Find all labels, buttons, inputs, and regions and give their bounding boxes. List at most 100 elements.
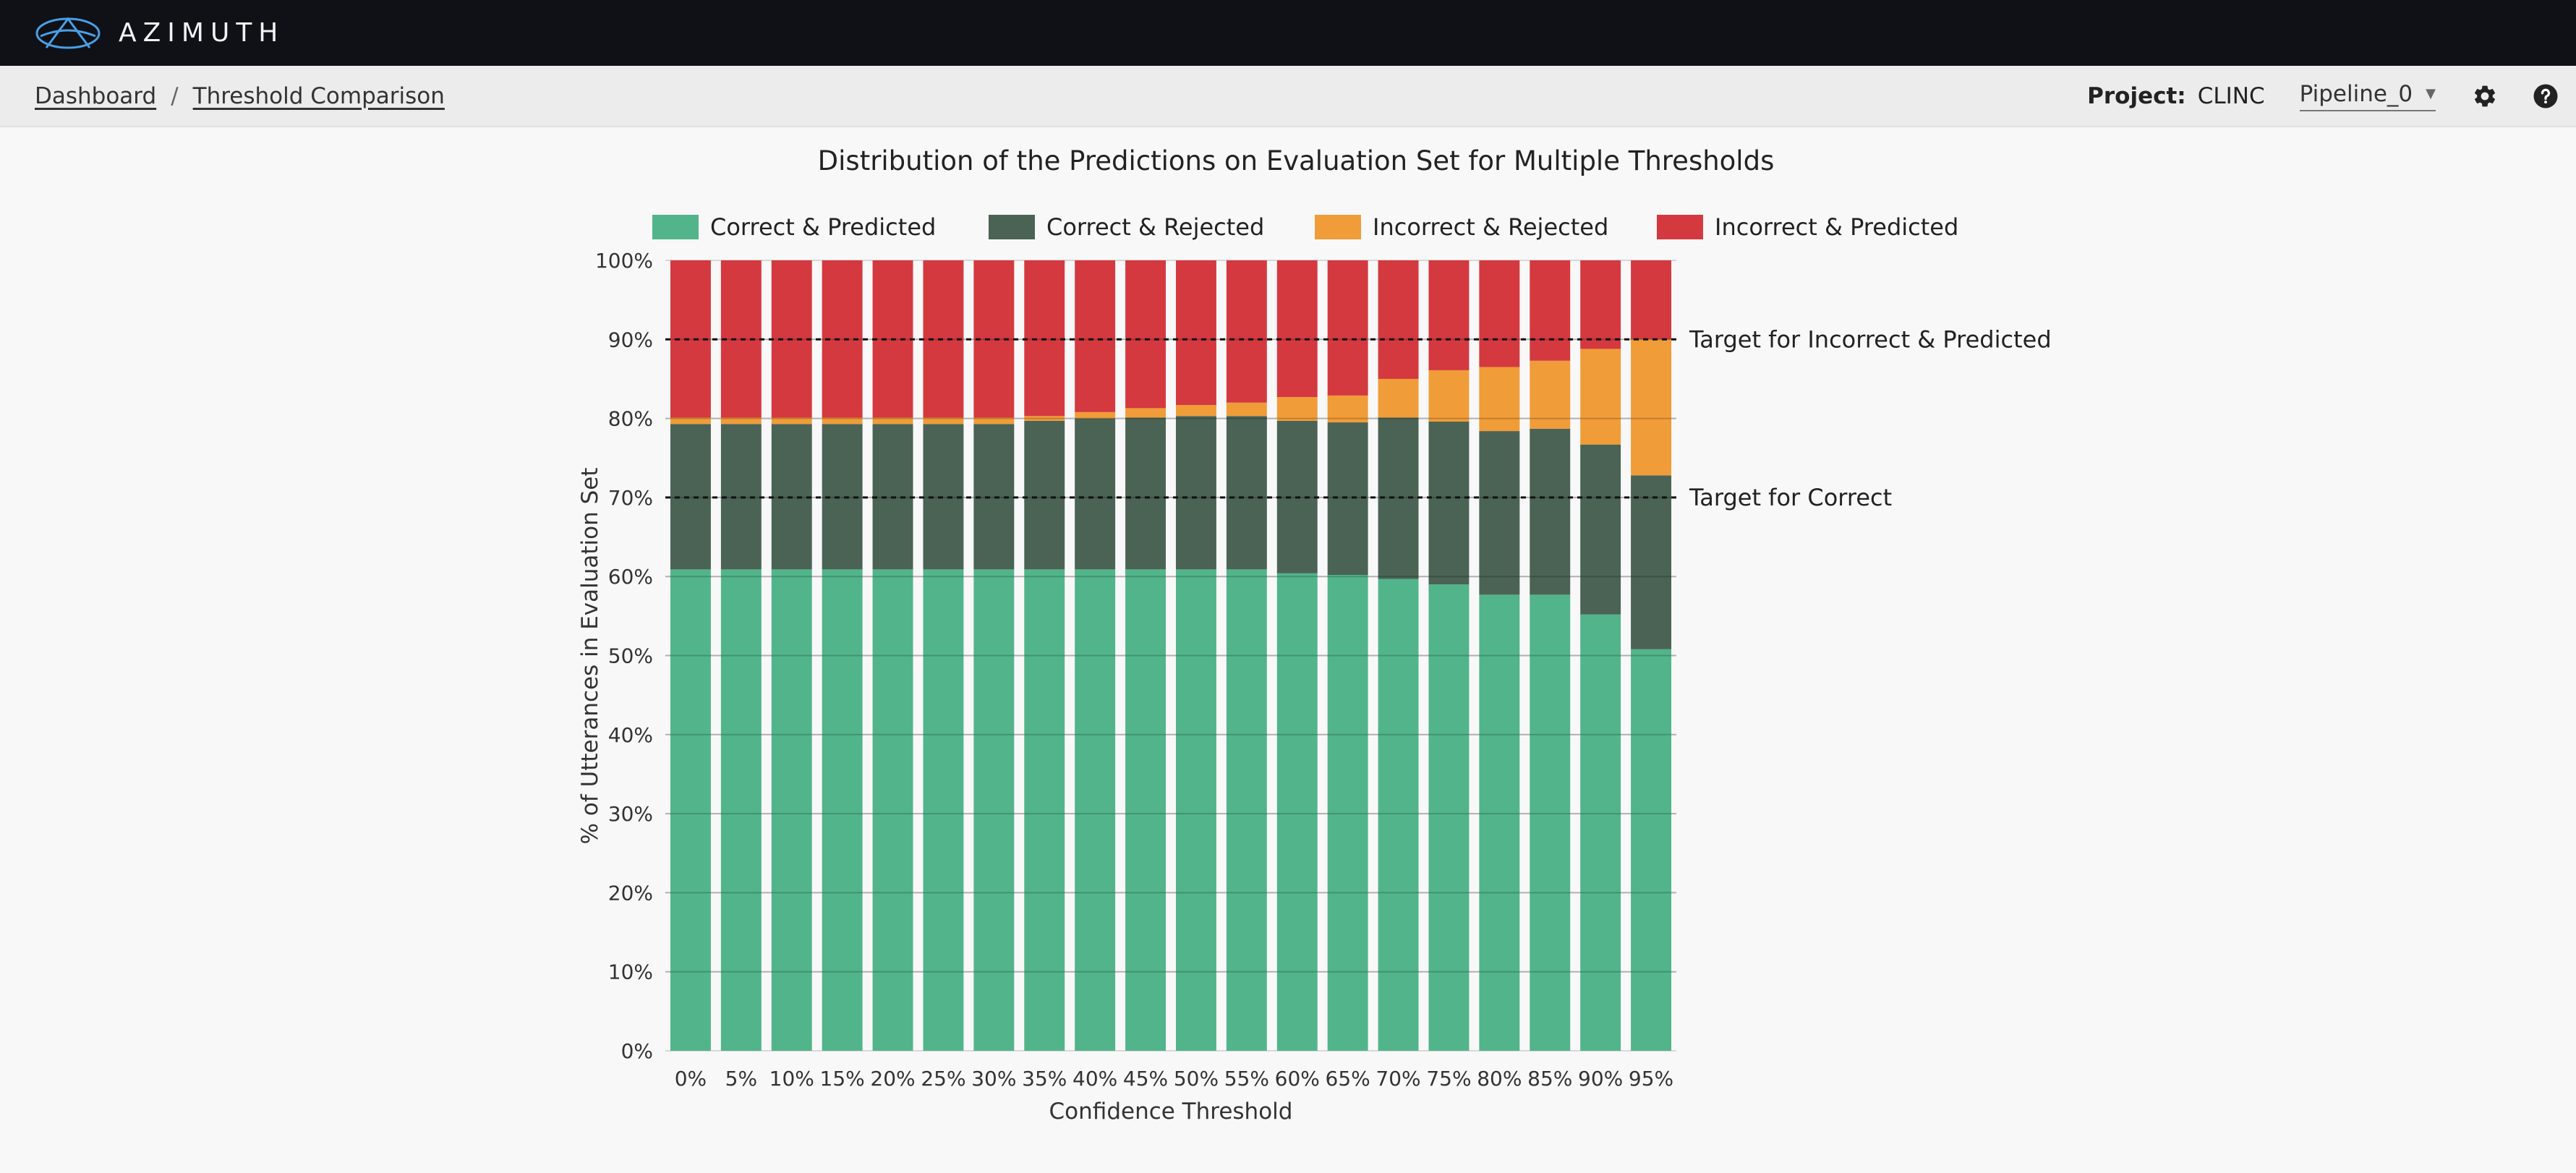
x-axis-ticks: 0% 5% 10% 15% 20% 25% 30% 35% 40% 45% 50% 55% 60% 65%…	[675, 1067, 1673, 1091]
help-button[interactable]	[2533, 83, 2559, 109]
x-tick-label: 80%	[1477, 1067, 1522, 1091]
chart-grid-overlay	[665, 338, 1676, 973]
bar-segment-3-85pct	[1530, 360, 1571, 429]
breadcrumb-dashboard-link[interactable]: Dashboard	[35, 82, 157, 109]
bar-segment-3-50pct	[1175, 405, 1216, 417]
bar-segment-2-90pct	[1580, 444, 1621, 615]
legend-swatch-4	[1657, 215, 1703, 239]
x-tick-label: 65%	[1326, 1067, 1370, 1091]
x-tick-label: 15%	[820, 1067, 865, 1091]
bar-segment-3-90pct	[1580, 349, 1621, 445]
y-tick-label: 100%	[595, 249, 653, 273]
y-axis-label: % of Utterances in Evaluation Set	[577, 467, 603, 844]
x-tick-label: 20%	[870, 1067, 915, 1091]
y-tick-label: 60%	[608, 565, 653, 589]
reference-line-label-2: Target for Correct	[1689, 484, 1892, 511]
pipeline-selected-value: Pipeline_0	[2299, 80, 2413, 107]
help-icon	[2533, 84, 2558, 108]
bar-segment-2-45pct	[1125, 417, 1167, 570]
x-tick-label: 5%	[725, 1067, 757, 1091]
bar-segment-4-50pct	[1175, 260, 1216, 406]
x-tick-label: 45%	[1123, 1067, 1168, 1091]
legend-label-3: Incorrect & Rejected	[1373, 213, 1608, 241]
bar-segment-1-35pct	[1024, 569, 1065, 1051]
project-label: Project:	[2087, 82, 2186, 109]
y-tick-label: 50%	[608, 644, 653, 668]
bar-segment-4-75pct	[1428, 260, 1470, 370]
breadcrumb-separator: /	[171, 82, 179, 109]
project-controls: Project: CLINC Pipeline_0 ▼	[2087, 66, 2576, 126]
legend-swatch-1	[652, 215, 699, 239]
bar-segment-3-70pct	[1378, 378, 1419, 418]
sub-header: Dashboard / Threshold Comparison Project…	[0, 66, 2576, 127]
bar-segment-2-50pct	[1175, 416, 1216, 570]
x-tick-label: 70%	[1376, 1067, 1420, 1091]
x-tick-label: 95%	[1629, 1067, 1673, 1091]
bar-segment-1-65pct	[1327, 575, 1368, 1051]
legend-label-1: Correct & Predicted	[710, 213, 936, 241]
bar-segment-1-95pct	[1631, 649, 1672, 1051]
bar-segment-2-55pct	[1226, 416, 1267, 570]
legend-label-4: Incorrect & Predicted	[1715, 213, 1958, 241]
bar-segment-3-15pct	[822, 417, 863, 425]
bar-segment-3-55pct	[1226, 402, 1267, 417]
x-tick-label: 35%	[1022, 1067, 1067, 1091]
bar-segment-3-10pct	[771, 417, 812, 425]
settings-button[interactable]	[2472, 83, 2498, 109]
breadcrumb-threshold-comparison-link[interactable]: Threshold Comparison	[192, 82, 445, 109]
bar-segment-1-30pct	[973, 569, 1015, 1051]
bar-segment-1-80pct	[1479, 594, 1520, 1051]
legend-swatch-2	[989, 215, 1035, 239]
bar-segment-1-40pct	[1075, 569, 1116, 1051]
bar-segment-4-70pct	[1378, 260, 1419, 379]
gear-icon	[2474, 85, 2496, 106]
x-tick-label: 90%	[1578, 1067, 1623, 1091]
y-tick-label: 90%	[608, 328, 653, 351]
pipeline-select[interactable]: Pipeline_0 ▼	[2299, 80, 2436, 111]
bar-segment-2-80pct	[1479, 431, 1520, 595]
chart-legend: Correct & Predicted Correct & Rejected Inc…	[652, 213, 1958, 241]
app-logo[interactable]: AZIMUTH	[35, 16, 284, 51]
y-tick-label: 70%	[608, 486, 653, 510]
bar-segment-3-25pct	[923, 417, 964, 425]
bar-segment-3-95pct	[1631, 339, 1672, 476]
project-name: CLINC	[2197, 82, 2265, 109]
bar-segment-1-55pct	[1226, 569, 1267, 1051]
bar-segment-1-60pct	[1276, 573, 1318, 1051]
bar-segment-1-85pct	[1530, 594, 1571, 1051]
legend-label-2: Correct & Rejected	[1046, 213, 1264, 241]
bar-segment-1-0pct	[670, 569, 711, 1051]
bar-segment-1-45pct	[1125, 569, 1167, 1051]
reference-line-label-1: Target for Incorrect & Predicted	[1689, 325, 2052, 353]
bar-segment-1-20pct	[872, 569, 913, 1051]
chart-reference-lines: Target for Incorrect & Predicted Target f…	[665, 325, 2052, 511]
bar-segment-3-30pct	[973, 417, 1015, 425]
bar-segment-2-35pct	[1024, 420, 1065, 570]
bar-segment-1-25pct	[923, 569, 964, 1051]
bar-segment-3-35pct	[1024, 416, 1065, 421]
x-tick-label: 30%	[971, 1067, 1016, 1091]
bar-segment-2-95pct	[1631, 475, 1672, 649]
bar-segment-2-65pct	[1327, 422, 1368, 576]
x-tick-label: 25%	[921, 1067, 965, 1091]
y-tick-label: 20%	[608, 881, 653, 905]
bar-segment-1-50pct	[1175, 569, 1216, 1051]
y-tick-label: 10%	[608, 960, 653, 984]
threshold-comparison-chart: Distribution of the Predictions on Evalu…	[577, 145, 2052, 1125]
bar-segment-3-20pct	[872, 417, 913, 425]
legend-swatch-3	[1315, 215, 1361, 239]
x-tick-label: 75%	[1426, 1067, 1471, 1091]
bar-segment-4-55pct	[1226, 260, 1267, 403]
bar-segment-2-85pct	[1530, 428, 1571, 595]
bar-segment-1-75pct	[1428, 584, 1470, 1051]
breadcrumb: Dashboard / Threshold Comparison	[35, 66, 445, 126]
bar-segment-2-40pct	[1075, 418, 1116, 570]
bar-segment-4-45pct	[1125, 260, 1167, 409]
bar-segment-3-80pct	[1479, 367, 1520, 432]
x-tick-label: 10%	[769, 1067, 814, 1091]
bar-segment-3-65pct	[1327, 395, 1368, 423]
bar-segment-3-75pct	[1428, 370, 1470, 422]
bar-segment-1-5pct	[720, 569, 762, 1051]
x-tick-label: 55%	[1224, 1067, 1269, 1091]
bar-segment-4-80pct	[1479, 260, 1520, 367]
